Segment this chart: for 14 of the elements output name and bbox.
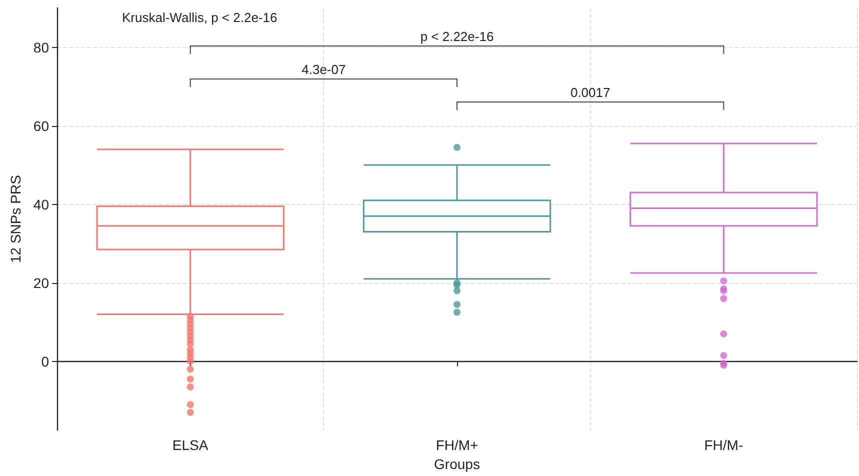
annotation: p < 2.22e-16 xyxy=(420,29,494,44)
x-axis-title: Groups xyxy=(434,456,480,472)
x-tick-label: FH/M+ xyxy=(436,437,478,454)
y-tick-label: 60 xyxy=(33,118,50,134)
annotation: Kruskal-Wallis, p < 2.2e-16 xyxy=(122,10,278,25)
y-tick-label: 40 xyxy=(33,196,50,212)
y-tick-label: 80 xyxy=(33,39,50,56)
y-axis-title: 12 SNPs PRS xyxy=(8,175,24,264)
x-tick-label: FH/M- xyxy=(704,437,744,454)
y-tick-label: 20 xyxy=(33,274,50,291)
annotation: 4.3e-07 xyxy=(302,62,346,77)
annotation: 0.0017 xyxy=(570,85,610,100)
y-tick-label: 0 xyxy=(41,353,50,370)
x-tick-label: ELSA xyxy=(172,437,209,454)
